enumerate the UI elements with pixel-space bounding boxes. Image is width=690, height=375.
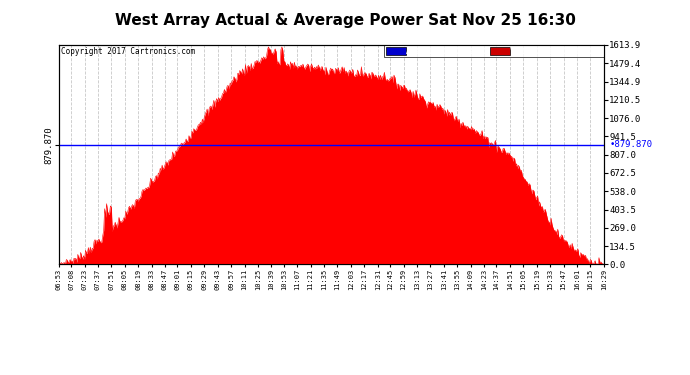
Text: West Array Actual & Average Power Sat Nov 25 16:30: West Array Actual & Average Power Sat No… bbox=[115, 13, 575, 28]
Text: Copyright 2017 Cartronics.com: Copyright 2017 Cartronics.com bbox=[61, 47, 195, 56]
Legend: Average  (DC Watts), West Array  (DC Watts): Average (DC Watts), West Array (DC Watts… bbox=[384, 45, 604, 57]
Text: •879.870: •879.870 bbox=[609, 140, 652, 149]
